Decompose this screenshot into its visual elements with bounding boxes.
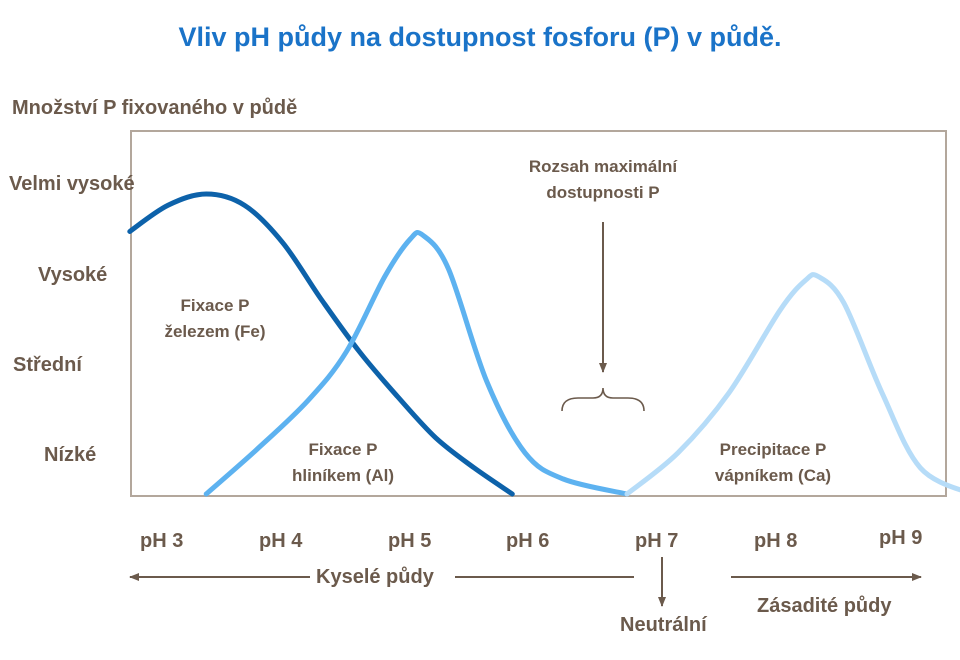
aluminium-fixation-curve bbox=[203, 229, 630, 497]
max-availability-label: Rozsah maximální dostupnosti P bbox=[483, 154, 723, 206]
iron-fixation-line2: železem (Fe) bbox=[164, 322, 266, 341]
aluminium-fixation-line1: Fixace P bbox=[308, 440, 378, 459]
neutral-label: Neutrální bbox=[620, 614, 707, 636]
max-availability-brace bbox=[561, 387, 645, 412]
y-level-high: Vysoké bbox=[38, 264, 108, 286]
y-level-very-high: Velmi vysoké bbox=[9, 173, 135, 195]
aluminium-fixation-label: Fixace P hliníkem (Al) bbox=[258, 437, 428, 489]
acid-soils-label: Kyselé půdy bbox=[316, 566, 434, 588]
calcium-precipitation-line2: vápníkem (Ca) bbox=[714, 466, 832, 485]
y-axis-label: Množství P fixovaného v půdě bbox=[12, 97, 298, 119]
page-title: Vliv pH půdy na dostupnost fosforu (P) v… bbox=[178, 22, 782, 52]
max-availability-line2: dostupnosti P bbox=[546, 183, 660, 202]
calcium-precipitation-line1: Precipitace P bbox=[719, 440, 827, 459]
max-availability-line1: Rozsah maximální bbox=[528, 157, 678, 176]
alkaline-soils-label: Zásadité půdy bbox=[757, 595, 892, 617]
calcium-precipitation-label: Precipitace P vápníkem (Ca) bbox=[688, 437, 858, 489]
x-tick-ph3: pH 3 bbox=[140, 530, 184, 552]
aluminium-fixation-line2: hliníkem (Al) bbox=[291, 466, 394, 485]
iron-fixation-curve bbox=[127, 191, 515, 497]
x-tick-ph7: pH 7 bbox=[635, 530, 679, 552]
y-level-medium: Střední bbox=[13, 354, 82, 376]
y-level-low: Nízké bbox=[44, 444, 97, 466]
x-tick-ph4: pH 4 bbox=[259, 530, 303, 552]
x-tick-ph6: pH 6 bbox=[506, 530, 550, 552]
x-tick-ph9: pH 9 bbox=[879, 527, 923, 549]
iron-fixation-label: Fixace P železem (Fe) bbox=[130, 293, 300, 345]
x-tick-ph5: pH 5 bbox=[388, 530, 432, 552]
plot-frame bbox=[130, 130, 947, 497]
iron-fixation-line1: Fixace P bbox=[180, 296, 250, 315]
calcium-precipitation-curve bbox=[624, 272, 960, 497]
x-tick-ph8: pH 8 bbox=[754, 530, 798, 552]
